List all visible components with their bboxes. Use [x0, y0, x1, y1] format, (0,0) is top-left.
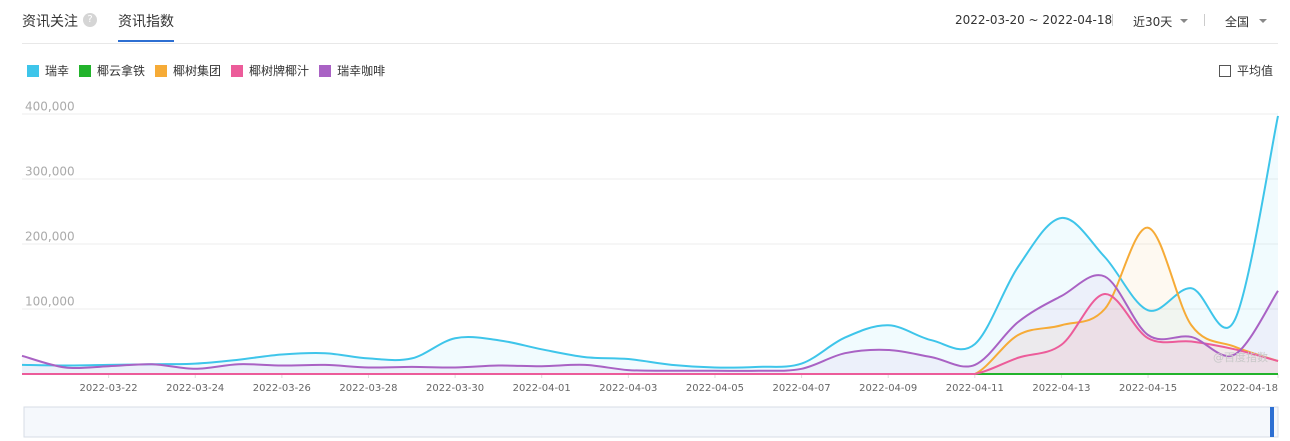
divider: [22, 43, 1278, 44]
series-area: [22, 294, 1278, 374]
tab-active[interactable]: 资讯指数: [118, 14, 174, 30]
watermark: @百度指数: [1213, 350, 1268, 364]
legend-item[interactable]: 椰树集团: [155, 62, 221, 79]
legend-item[interactable]: 椰树牌椰汁: [231, 62, 309, 79]
legend-item[interactable]: 椰云拿铁: [79, 62, 145, 79]
y-tick-label: 100,000: [25, 295, 75, 309]
legend-swatch: [155, 64, 168, 77]
x-tick-label: 2022-04-15: [1119, 383, 1177, 394]
range-slider[interactable]: [23, 406, 1279, 438]
series-area: [22, 115, 1278, 374]
x-tick-label: 2022-04-09: [859, 383, 917, 394]
y-tick-label: 200,000: [25, 230, 75, 244]
average-label[interactable]: 平均值: [1237, 64, 1274, 78]
series-area: [22, 227, 1278, 374]
x-tick-label: 2022-03-22: [80, 383, 138, 394]
checkbox[interactable]: [1219, 64, 1231, 77]
x-tick-label: 2022-04-13: [1032, 383, 1090, 394]
separator: [1112, 14, 1113, 26]
legend-swatch: [231, 64, 244, 77]
series-line: [21, 293, 1279, 376]
legend-label[interactable]: 椰树集团: [173, 64, 222, 78]
legend-label[interactable]: 椰树牌椰汁: [249, 64, 310, 78]
legend-item[interactable]: 瑞幸: [27, 62, 69, 79]
caret: [1259, 19, 1267, 23]
help-icon[interactable]: ?: [83, 13, 97, 27]
date-range[interactable]: 2022-03-20 ~ 2022-04-18: [955, 13, 1113, 27]
legend-item[interactable]: 瑞幸咖啡: [319, 62, 385, 79]
legend-label[interactable]: 瑞幸: [45, 64, 70, 78]
legend-label[interactable]: 瑞幸咖啡: [337, 64, 386, 78]
average-toggle[interactable]: 平均值: [1219, 62, 1273, 79]
legend: 瑞幸 椰云拿铁 椰树集团 椰树牌椰汁 瑞幸咖啡: [27, 62, 385, 79]
y-tick-label: 400,000: [25, 100, 75, 114]
x-tick-label: 2022-04-07: [773, 383, 831, 394]
x-tick-label: 2022-04-01: [513, 383, 571, 394]
legend-swatch: [79, 64, 92, 77]
x-tick-label: 2022-04-11: [946, 383, 1004, 394]
separator: [1204, 14, 1205, 26]
tab[interactable]: 资讯关注: [22, 14, 78, 30]
x-tick-label: 2022-04-03: [599, 383, 657, 394]
x-tick-label: 2022-04-05: [686, 383, 744, 394]
period-dropdown[interactable]: 近30天: [1133, 15, 1173, 29]
slider-handle[interactable]: [1270, 407, 1274, 437]
series-line: [21, 115, 1279, 369]
legend-label[interactable]: 椰云拿铁: [97, 64, 146, 78]
x-tick-label: 2022-03-24: [166, 383, 224, 394]
tab-underline: [118, 40, 174, 42]
region-dropdown[interactable]: 全国: [1225, 15, 1250, 29]
legend-swatch: [319, 64, 332, 77]
x-tick-label: 2022-03-28: [339, 383, 397, 394]
x-tick-label: 2022-04-18: [1220, 383, 1278, 394]
caret: [1180, 19, 1188, 23]
x-tick-label: 2022-03-26: [253, 383, 311, 394]
series-line: [21, 274, 1279, 372]
legend-swatch: [27, 64, 39, 77]
x-tick-label: 2022-03-30: [426, 383, 484, 394]
y-tick-label: 300,000: [25, 165, 75, 179]
series-area: [22, 275, 1278, 374]
